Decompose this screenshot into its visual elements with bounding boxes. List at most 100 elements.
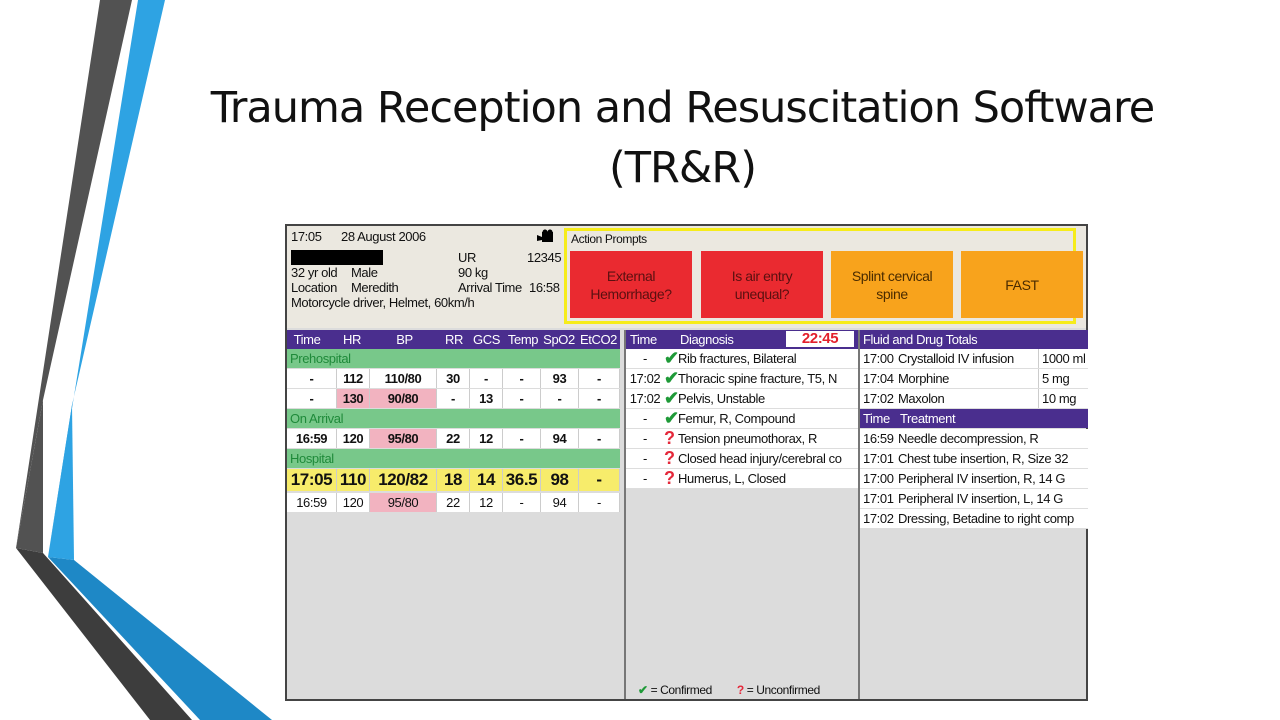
treatment-row[interactable]: 17:01 Chest tube insertion, R, Size 32 <box>860 449 1088 469</box>
trr-app-screenshot: 17:05 28 August 2006 UR 12345 32 yr old … <box>285 224 1088 701</box>
question-icon: ? <box>664 469 675 488</box>
col-temp: Temp <box>507 332 539 347</box>
vitals-row[interactable]: 16:59 120 95/80 22 12 - 94 - <box>287 493 620 513</box>
diag-time: - <box>643 451 647 466</box>
ur-value: 12345 <box>527 250 562 265</box>
cell-spo2: 94 <box>541 429 579 448</box>
cell-time: 17:05 <box>287 469 337 491</box>
vitals-row[interactable]: 16:59 120 95/80 22 12 - 94 - <box>287 429 620 449</box>
diag-text: Pelvis, Unstable <box>678 391 765 406</box>
cell-temp: - <box>503 493 541 512</box>
diag-time: 17:02 <box>629 391 661 406</box>
diagnosis-row[interactable]: - ✔ Femur, R, Compound <box>626 409 858 429</box>
cell-rr: 18 <box>437 469 470 491</box>
treatment-text: Needle decompression, R <box>898 431 1039 446</box>
cell-bp: 95/80 <box>370 493 437 512</box>
treatment-text: Peripheral IV insertion, R, 14 G <box>898 471 1066 486</box>
fluid-name: Morphine <box>898 371 949 386</box>
treat-col-time: Time <box>863 411 890 426</box>
patient-age: 32 yr old <box>291 265 338 280</box>
treatment-row[interactable]: 17:01 Peripheral IV insertion, L, 14 G <box>860 489 1088 509</box>
fluid-time: 17:04 <box>863 371 894 386</box>
prompt-fast-button[interactable]: FAST <box>961 251 1083 318</box>
diagnosis-row[interactable]: 17:02 ✔ Pelvis, Unstable <box>626 389 858 409</box>
current-date: 28 August 2006 <box>341 229 426 244</box>
treatment-text: Peripheral IV insertion, L, 14 G <box>898 491 1063 506</box>
fluid-time: 17:02 <box>863 391 894 406</box>
vitals-row-current[interactable]: 17:05 110 120/82 18 14 36.5 98 - <box>287 469 620 493</box>
cell-hr: 120 <box>337 429 370 448</box>
cell-bp: 110/80 <box>370 369 437 388</box>
fluid-row[interactable]: 17:02 Maxolon 10 mg <box>860 389 1088 409</box>
cell-spo2: 93 <box>541 369 579 388</box>
check-icon: ✔ <box>638 683 648 697</box>
diagnosis-legend: ✔ = Confirmed ? = Unconfirmed <box>638 683 820 697</box>
diag-text: Closed head injury/cerebral co <box>678 451 842 466</box>
vitals-row[interactable]: - 112 110/80 30 - - 93 - <box>287 369 620 389</box>
cell-etco2: - <box>579 429 620 448</box>
current-time: 17:05 <box>291 229 322 244</box>
arrival-label: Arrival Time <box>458 280 522 295</box>
location-value: Meredith <box>351 280 399 295</box>
location-label: Location <box>291 280 337 295</box>
elapsed-timer: 22:45 <box>786 331 854 347</box>
col-hr: HR <box>343 332 361 347</box>
cell-spo2: 94 <box>541 493 579 512</box>
diag-col-time: Time <box>630 332 657 347</box>
diagnosis-row[interactable]: - ? Humerus, L, Closed <box>626 469 858 489</box>
treatment-time: 17:02 <box>863 511 894 526</box>
fluid-qty: 10 mg <box>1038 389 1077 408</box>
prompt-air-entry-button[interactable]: Is air entry unequal? <box>701 251 823 318</box>
legend-unconfirmed: = Unconfirmed <box>746 683 821 697</box>
treatment-text: Chest tube insertion, R, Size 32 <box>898 451 1069 466</box>
cell-etco2: - <box>579 469 620 491</box>
ur-label: UR <box>458 250 476 265</box>
cell-time: - <box>287 369 337 388</box>
check-icon: ✔ <box>664 349 679 368</box>
cell-time: 16:59 <box>287 493 337 512</box>
cell-gcs: - <box>470 369 503 388</box>
col-gcs: GCS <box>473 332 500 347</box>
diag-text: Femur, R, Compound <box>678 411 796 426</box>
fluid-qty: 1000 ml <box>1038 349 1086 368</box>
cell-spo2: - <box>541 389 579 408</box>
col-etco2: EtCO2 <box>579 332 617 347</box>
col-spo2: SpO2 <box>543 332 575 347</box>
diagnosis-row[interactable]: 17:02 ✔ Thoracic spine fracture, T5, N <box>626 369 858 389</box>
cell-etco2: - <box>579 493 620 512</box>
cell-gcs: 12 <box>470 493 503 512</box>
vitals-panel: Time HR BP RR GCS Temp SpO2 EtCO2 Prehos… <box>287 330 620 699</box>
diagnosis-row[interactable]: - ? Tension pneumothorax, R <box>626 429 858 449</box>
diag-time: - <box>643 431 647 446</box>
prompt-external-hemorrhage-button[interactable]: External Hemorrhage? <box>570 251 692 318</box>
video-camera-icon[interactable] <box>537 229 555 246</box>
fluid-row[interactable]: 17:00 Crystalloid IV infusion 1000 ml <box>860 349 1088 369</box>
treatment-row[interactable]: 17:00 Peripheral IV insertion, R, 14 G <box>860 469 1088 489</box>
fluids-treatment-panel: Fluid and Drug Totals 17:00 Crystalloid … <box>858 330 1088 699</box>
title-line-1: Trauma Reception and Resuscitation Softw… <box>210 83 1155 133</box>
diag-time: - <box>643 411 647 426</box>
fluid-row[interactable]: 17:04 Morphine 5 mg <box>860 369 1088 389</box>
treatment-time: 17:01 <box>863 451 894 466</box>
treatment-time: 17:01 <box>863 491 894 506</box>
treatment-row[interactable]: 17:02 Dressing, Betadine to right comp <box>860 509 1088 529</box>
fluid-name: Maxolon <box>898 391 945 406</box>
treatment-row[interactable]: 16:59 Needle decompression, R <box>860 429 1088 449</box>
col-rr: RR <box>445 332 463 347</box>
cell-rr: - <box>437 389 470 408</box>
cell-hr: 112 <box>337 369 370 388</box>
check-icon: ✔ <box>664 389 679 408</box>
diagnosis-row[interactable]: - ✔ Rib fractures, Bilateral <box>626 349 858 369</box>
action-prompts-label: Action Prompts <box>571 232 647 246</box>
vitals-row[interactable]: - 130 90/80 - 13 - - - <box>287 389 620 409</box>
diagnosis-row[interactable]: - ? Closed head injury/cerebral co <box>626 449 858 469</box>
section-prehospital: Prehospital <box>287 349 620 368</box>
slide-title: Trauma Reception and Resuscitation Softw… <box>150 78 1215 198</box>
question-icon: ? <box>664 429 675 448</box>
cell-gcs: 12 <box>470 429 503 448</box>
action-prompts-panel: Action Prompts External Hemorrhage? Is a… <box>564 228 1083 324</box>
fluids-header: Fluid and Drug Totals <box>860 330 1088 349</box>
treatment-time: 16:59 <box>863 431 894 446</box>
col-time: Time <box>293 332 321 347</box>
prompt-splint-spine-button[interactable]: Splint cervical spine <box>831 251 953 318</box>
